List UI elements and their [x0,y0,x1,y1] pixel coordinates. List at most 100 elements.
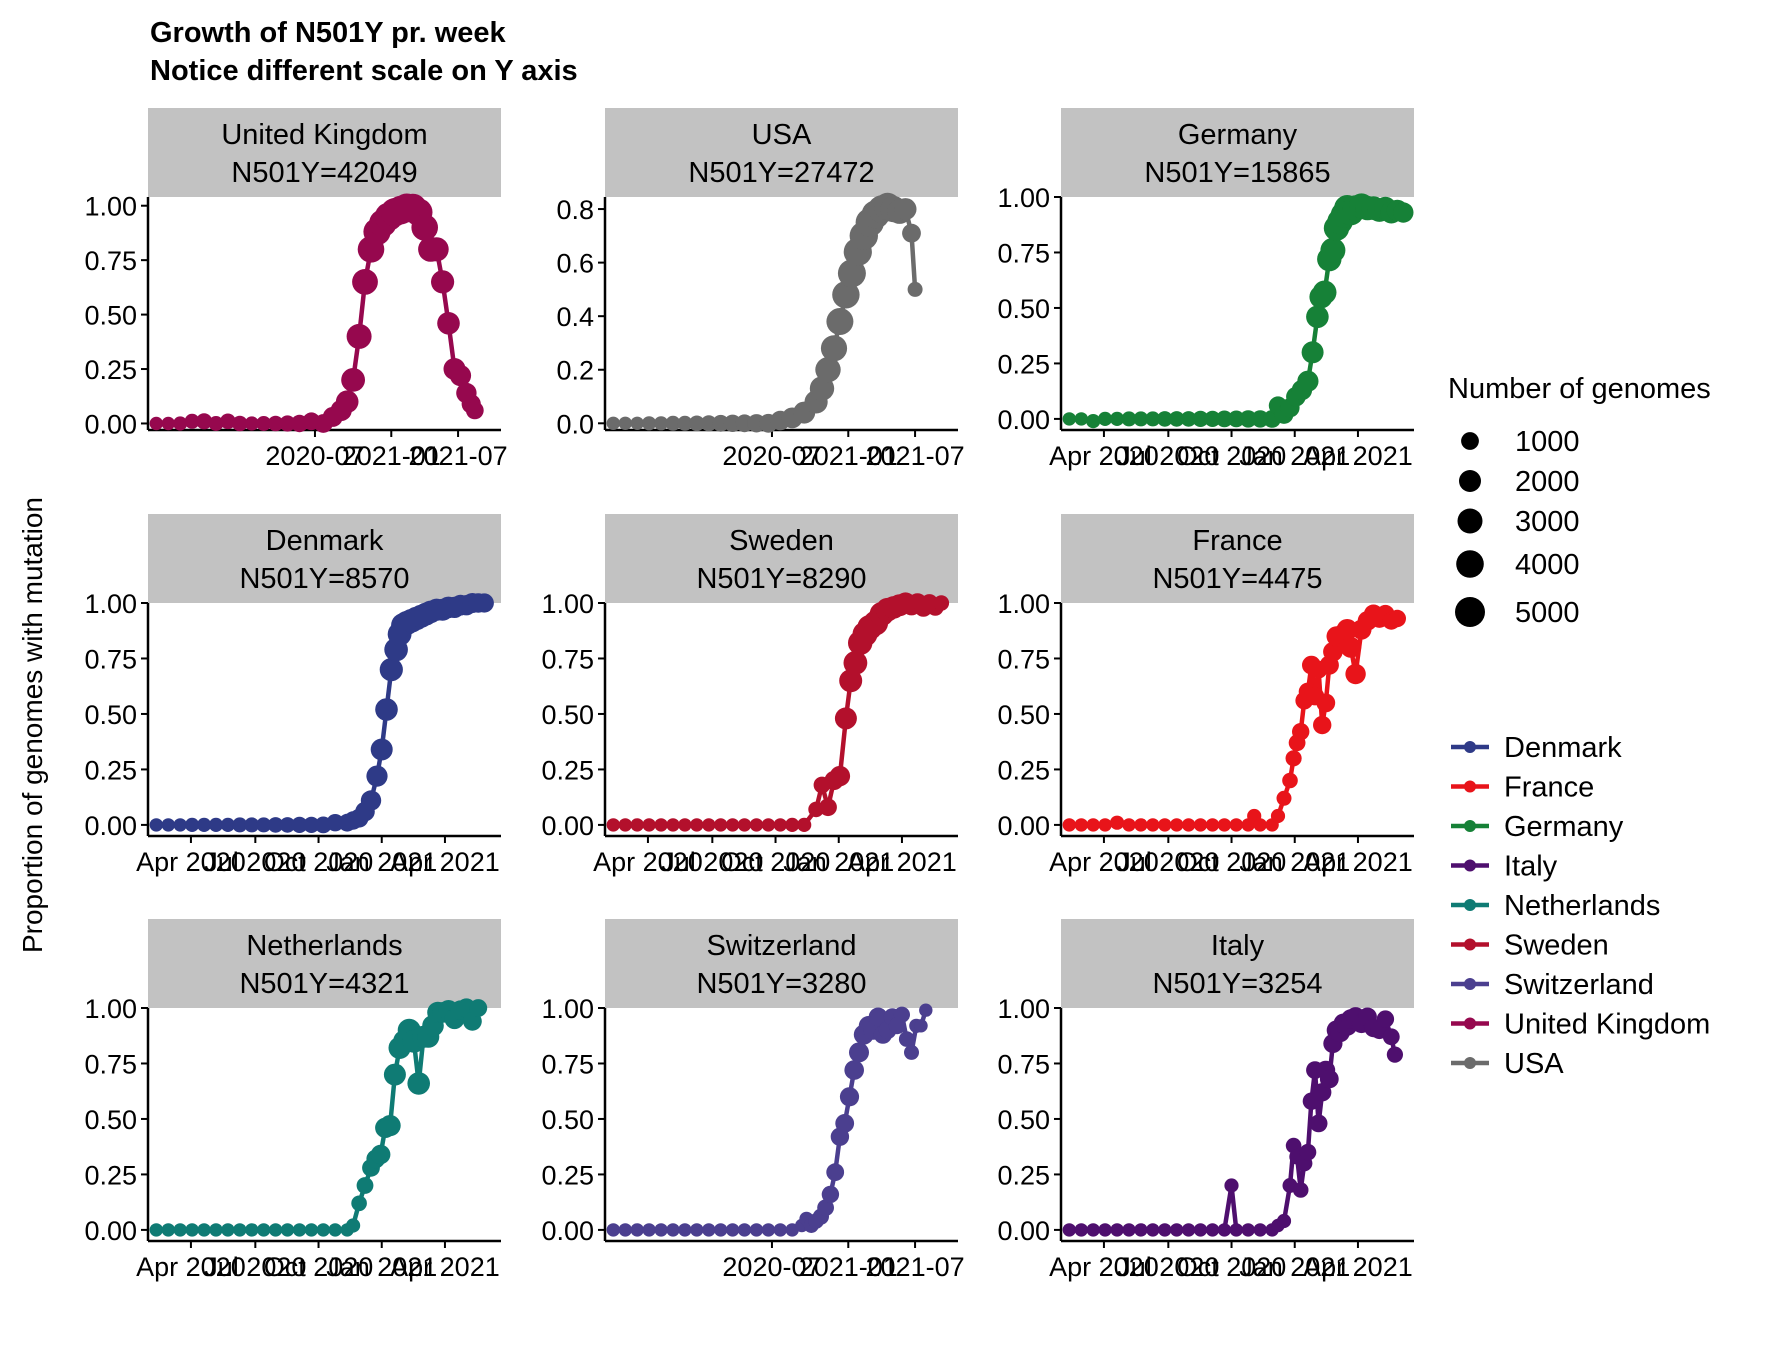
data-point-denmark [197,817,212,833]
data-point-france [1313,715,1332,735]
data-point-denmark [366,765,388,787]
x-tick-label: Jan 2021 [1239,441,1350,471]
data-point-italy [1146,1223,1160,1237]
legend-key-point [1464,899,1476,911]
panel-italy: Italy N501Y=3254 0.00 0.25 0.50 0.75 1.00 Apr 2… [997,919,1414,1282]
data-point-sweden [933,595,950,611]
data-point-sweden [690,818,704,832]
panel-strip-country-netherlands: Netherlands [246,930,402,962]
y-tick-label: 0.50 [997,1105,1050,1135]
data-point-switzerland [835,1114,855,1133]
data-point-italy [1253,1223,1267,1237]
data-point-germany [1180,411,1197,427]
panel-netherlands: Netherlands N501Y=4321 0.00 0.25 0.50 0.75 1.0… [84,919,501,1282]
data-point-usa [837,259,866,288]
y-tick-label: 1.00 [997,589,1050,619]
data-point-switzerland [737,1223,752,1237]
legend-key-point [1464,859,1476,872]
panel-france: France N501Y=4475 0.00 0.25 0.50 0.75 1.00 Apr … [997,514,1414,877]
data-point-france [1282,772,1298,789]
x-tick-label: Oct 2020 [721,847,831,877]
panel-strip-label-united-kingdom: N501Y=42049 [231,157,417,189]
y-tick-label: 0.75 [541,1049,594,1079]
data-point-italy [1181,1223,1196,1237]
series-line-denmark [156,600,485,828]
data-point-germany [1239,410,1257,428]
data-point-usa [677,415,693,431]
panel-strip-label-netherlands: N501Y=4321 [239,968,409,1000]
data-point-germany [1062,412,1077,426]
panel-denmark: Denmark N501Y=8570 0.00 0.25 0.50 0.75 1.00 Apr… [84,514,501,877]
y-tick-label: 0.4 [556,302,594,332]
data-point-italy [1276,1213,1292,1229]
data-point-italy [1241,1223,1255,1237]
data-point-denmark [220,817,235,833]
y-tick-label: 0.00 [541,1216,594,1246]
data-point-united-kingdom [411,214,439,241]
data-point-switzerland [702,1223,716,1237]
data-point-netherlands [173,1223,187,1237]
size-legend-key [1459,470,1481,492]
y-tick-label: 0.50 [997,700,1050,730]
data-point-france [1323,642,1343,662]
color-legend-key-italy [1451,859,1489,872]
legend-key-point [1464,1017,1476,1030]
data-point-sweden [839,669,863,693]
size-legend-label: 1000 [1515,426,1580,458]
data-point-switzerland [678,1223,692,1237]
data-point-germany [1204,410,1221,427]
data-point-sweden [773,818,787,832]
color-legend-key-usa [1451,1057,1489,1069]
y-tick-label: 0.75 [997,238,1050,268]
data-point-germany [1145,411,1161,427]
panel-strip-country-sweden: Sweden [729,525,834,557]
data-point-france [1062,818,1077,832]
data-point-netherlands [257,1223,271,1237]
y-tick-label: 1.00 [84,192,137,222]
data-point-sweden [642,818,656,832]
data-point-germany [1393,202,1414,223]
data-point-france [1146,818,1160,832]
color-legend-label: Sweden [1504,930,1609,962]
data-point-denmark [360,790,382,811]
x-tick-label: Oct 2020 [1177,1252,1287,1282]
x-tick-label: 2021-07 [409,441,508,471]
data-point-italy [1098,1223,1112,1237]
data-point-united-kingdom [346,323,372,349]
data-point-switzerland [690,1223,704,1237]
data-point-sweden [829,765,851,787]
y-tick-label: 0.50 [541,700,594,730]
data-point-italy [1229,1223,1244,1237]
data-point-germany [1301,341,1324,364]
y-tick-label: 0.25 [997,349,1050,379]
data-point-denmark [303,816,320,834]
data-point-sweden [749,818,764,832]
data-point-italy [1292,1182,1309,1198]
data-point-switzerland [868,1007,888,1027]
panel-strip-country-france: France [1192,525,1282,557]
data-point-switzerland [654,1223,668,1237]
y-tick-label: 1.00 [541,994,594,1024]
data-point-sweden [761,818,776,832]
data-point-usa [618,416,632,430]
size-legend-key [1455,597,1485,627]
data-point-netherlands [280,1223,295,1237]
data-point-united-kingdom [256,416,272,431]
x-tick-label: Oct 2020 [1177,847,1287,877]
data-point-netherlands [328,1223,342,1237]
y-tick-label: 0.50 [84,1105,137,1135]
series-line-germany [1069,203,1405,424]
data-point-united-kingdom [352,269,378,295]
data-point-switzerland [826,1163,845,1182]
x-tick-label: Apr 2021 [847,847,957,877]
data-point-germany [1297,370,1319,392]
data-point-switzerland [666,1223,680,1237]
data-point-germany [1168,411,1185,427]
color-legend-label: Germany [1504,811,1624,843]
data-point-usa [809,376,835,401]
panel-strip-france [1061,514,1414,603]
data-point-denmark [185,817,200,833]
x-tick-label: Jul 2020 [661,847,763,877]
color-legend-label: USA [1504,1048,1564,1080]
color-legend-key-switzerland [1451,978,1489,990]
